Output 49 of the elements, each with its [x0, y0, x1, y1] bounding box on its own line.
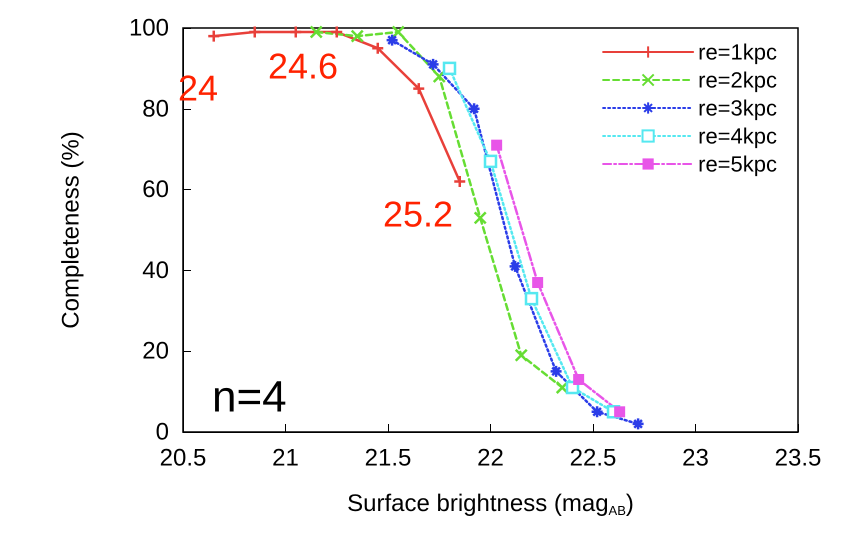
point	[549, 364, 563, 378]
point	[484, 154, 498, 168]
y-axis-title: Completeness (%)	[58, 131, 84, 329]
x-tick-label: 20.5	[160, 444, 206, 472]
point	[614, 406, 626, 418]
point	[514, 348, 528, 362]
point	[474, 211, 487, 225]
legend-label: re=1kpc	[698, 40, 778, 64]
y-tick-label: 0	[156, 418, 169, 446]
point	[330, 25, 344, 39]
point	[432, 70, 446, 84]
legend-label: re=2kpc	[698, 68, 778, 92]
point	[426, 58, 440, 72]
point	[573, 374, 584, 385]
y-tick-label: 100	[128, 14, 169, 42]
point	[385, 33, 399, 47]
point	[350, 29, 364, 43]
point	[412, 82, 426, 96]
point	[392, 25, 405, 39]
point	[631, 417, 645, 431]
point	[371, 41, 384, 55]
point	[310, 25, 323, 39]
point	[467, 102, 481, 116]
x-tick-label: 21.5	[364, 444, 412, 472]
point	[442, 62, 456, 76]
annotation: 24.6	[268, 46, 338, 86]
point	[289, 25, 302, 39]
x-tick-label: 21	[272, 444, 299, 472]
point	[590, 405, 604, 419]
point	[532, 277, 544, 288]
point	[524, 292, 538, 306]
y-tick-label: 80	[142, 95, 169, 122]
point	[453, 174, 466, 188]
x-tick-label: 22.5	[570, 444, 616, 472]
point	[508, 260, 522, 274]
annotation: 25.2	[383, 194, 454, 234]
legend-label: re=5kpc	[698, 152, 778, 176]
legend-label: re=3kpc	[698, 96, 778, 120]
point	[491, 140, 502, 151]
x-tick-label: 23.5	[774, 444, 822, 472]
legend-label: re=4kpc	[698, 124, 778, 148]
point	[207, 29, 220, 43]
y-tick-label: 60	[142, 176, 169, 204]
x-tick-label: 22	[477, 444, 504, 472]
annotation: n=4	[212, 372, 287, 422]
x-tick-label: 23	[682, 444, 709, 472]
y-tick-label: 40	[142, 256, 169, 284]
y-tick-label: 20	[142, 338, 169, 365]
point	[248, 25, 262, 39]
